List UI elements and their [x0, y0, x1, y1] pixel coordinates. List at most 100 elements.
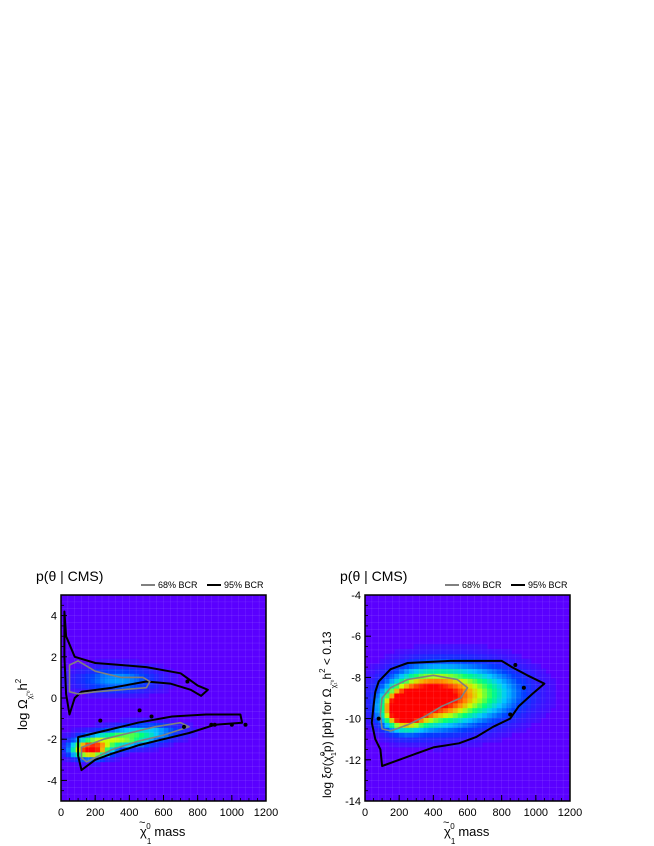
heat-cell — [418, 702, 424, 709]
heat-cell — [104, 683, 111, 689]
contour-island — [137, 708, 142, 713]
heat-cell — [183, 727, 189, 733]
heat-cell — [374, 678, 381, 684]
heat-cell — [526, 658, 532, 665]
x-tick-label: 600 — [458, 807, 476, 819]
heat-cell — [482, 732, 488, 738]
heat-cell — [153, 663, 160, 669]
heat-cell — [124, 678, 130, 684]
heat-cell — [109, 732, 116, 738]
heat-cell — [65, 673, 72, 679]
heat-cell — [187, 727, 194, 733]
heat-cell — [61, 751, 67, 758]
heat-cell — [535, 717, 542, 723]
heat-cell — [540, 688, 546, 694]
heat-cell — [491, 702, 498, 709]
heat-cell — [389, 702, 395, 709]
heat-cell — [516, 722, 522, 728]
heat-cell — [462, 732, 468, 738]
heat-cell — [143, 688, 150, 694]
heat-cell — [163, 688, 169, 694]
heat-cell — [408, 688, 415, 694]
heat-cell — [511, 668, 517, 674]
heat-cell — [173, 678, 179, 684]
heat-cell — [496, 722, 503, 728]
heat-cell — [408, 663, 415, 669]
heat-cell — [447, 732, 454, 738]
heat-cell — [526, 712, 532, 719]
heat-cell — [511, 702, 517, 709]
heat-cell — [457, 742, 464, 748]
heat-cell — [428, 668, 434, 674]
heat-cell — [394, 673, 400, 679]
heat-cell — [438, 742, 444, 748]
heat-cell — [139, 683, 145, 689]
heat-cell — [413, 644, 420, 650]
heat-cell — [472, 727, 478, 733]
x-axis-label-left: χ10 mass — [140, 822, 186, 846]
heat-cell — [114, 732, 120, 738]
heat-cell — [104, 742, 111, 748]
heat-cell — [119, 693, 125, 699]
heat-cell — [443, 668, 449, 674]
heat-cell — [467, 668, 473, 674]
heat-cell — [90, 737, 96, 743]
heat-cell — [457, 712, 464, 719]
heat-cell — [80, 747, 86, 753]
heat-cell — [457, 673, 464, 679]
heat-cell — [472, 717, 478, 723]
heat-cell — [365, 717, 371, 723]
heat-cell — [447, 737, 454, 743]
heat-cell — [374, 727, 381, 733]
heat-cell — [104, 673, 111, 679]
heat-cell — [114, 678, 120, 684]
heat-cell — [70, 756, 77, 763]
heat-cell — [530, 663, 537, 669]
heat-cell — [399, 663, 405, 669]
heat-cell — [457, 663, 464, 669]
heat-cell — [501, 702, 507, 709]
heat-cell — [535, 668, 542, 674]
heat-cell — [482, 644, 488, 650]
heat-cell — [496, 693, 503, 699]
heat-cell — [365, 693, 371, 699]
heat-cell — [384, 707, 390, 714]
x-tick-label: 200 — [390, 807, 408, 819]
heat-cell — [467, 742, 473, 748]
heat-cell — [418, 732, 424, 738]
heat-cell — [173, 727, 179, 733]
heat-cell — [85, 668, 91, 674]
heat-cell — [379, 668, 385, 674]
heat-cell — [389, 693, 395, 699]
heat-cell — [501, 707, 507, 714]
heat-cell — [496, 712, 503, 719]
heat-cell — [452, 737, 459, 743]
heat-cell — [394, 722, 400, 728]
heat-cell — [530, 683, 537, 689]
heat-cell — [418, 722, 424, 728]
heat-cell — [139, 678, 145, 684]
heat-cell — [119, 678, 125, 684]
heat-cell — [472, 698, 478, 704]
heat-cell — [443, 663, 449, 669]
heat-cell — [447, 717, 454, 723]
heat-cell — [535, 693, 542, 699]
x-tick-label: 1200 — [558, 807, 582, 819]
heat-cell — [467, 712, 473, 719]
heat-cell — [530, 693, 537, 699]
contour-island — [229, 722, 234, 727]
contour-island — [185, 679, 190, 684]
heat-cell — [482, 668, 488, 674]
heat-cell — [540, 693, 546, 699]
heat-cell — [443, 717, 449, 723]
heat-cell — [496, 688, 503, 694]
heat-cell — [462, 712, 468, 719]
heat-cell — [70, 737, 77, 743]
heat-cell — [506, 678, 512, 684]
heat-cell — [511, 727, 517, 733]
heat-cell — [61, 737, 67, 743]
y-tick-label: 4 — [51, 611, 57, 623]
heat-cell — [158, 717, 164, 723]
heat-cell — [389, 717, 395, 723]
